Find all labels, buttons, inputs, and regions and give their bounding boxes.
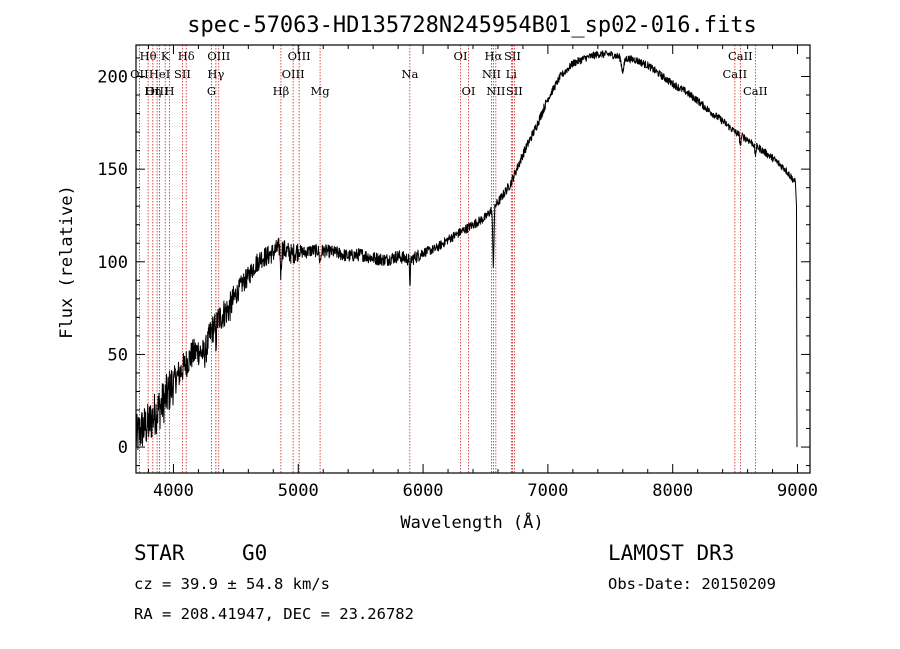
line-label: Hη: [144, 84, 161, 98]
y-axis-label: Flux (relative): [57, 185, 77, 339]
line-label: OIII: [282, 67, 305, 81]
line-label: CaII: [743, 84, 768, 98]
line-label: OIII: [207, 49, 230, 63]
line-label: G: [207, 84, 216, 98]
obs-date: Obs-Date: 20150209: [608, 575, 776, 593]
line-label: Mg: [311, 84, 331, 98]
x-tick-label: 9000: [777, 481, 818, 501]
line-label: Hα: [484, 49, 502, 63]
line-label: NII: [486, 84, 505, 98]
line-label: K: [161, 49, 170, 63]
x-axis-label: Wavelength (Å): [400, 511, 543, 533]
x-tick-label: 4000: [153, 481, 194, 501]
x-tick-label: 5000: [278, 481, 319, 501]
x-tick-label: 7000: [527, 481, 568, 501]
line-label: OIII: [146, 84, 169, 98]
x-tick-label: 6000: [403, 481, 444, 501]
line-label: SII: [504, 49, 521, 63]
object-class: STAR: [134, 541, 185, 565]
axis-ticks: [136, 45, 810, 473]
coordinates: RA = 208.41947, DEC = 23.26782: [134, 605, 414, 623]
line-label: CaII: [728, 49, 753, 63]
y-tick-label: 150: [97, 160, 128, 180]
line-label: CaII: [722, 67, 747, 81]
line-label: OI: [454, 49, 468, 63]
y-tick-label: 0: [118, 438, 128, 458]
line-label: NII: [482, 67, 501, 81]
line-label: OII: [130, 67, 149, 81]
line-labels: Hθ OII OIII K HeI Hη SII H Hδ OIII Hγ G Hβ OIII OIII Mg…: [130, 49, 768, 98]
y-tick-label: 200: [97, 67, 128, 87]
chart-title: spec-57063-HD135728N245954B01_sp02-016.f…: [187, 13, 757, 38]
line-markers: [138, 45, 756, 473]
line-label: HeI: [149, 67, 170, 81]
survey-name: LAMOST DR3: [608, 541, 734, 565]
line-label: Hδ: [178, 49, 195, 63]
spectrum-line: [135, 50, 798, 450]
line-label: H: [165, 84, 175, 98]
line-label: Hθ: [140, 49, 157, 63]
x-tick-label: 8000: [652, 481, 693, 501]
y-tick-label: 100: [97, 253, 128, 273]
object-subclass: G0: [242, 541, 267, 565]
tick-labels: 4000 5000 6000 7000 8000 9000 0 50 100 150 200: [97, 67, 818, 501]
line-label: Hγ: [207, 67, 224, 81]
redshift-cz: cz = 39.9 ± 54.8 km/s: [134, 575, 330, 593]
y-tick-label: 50: [108, 345, 128, 365]
line-label: Hβ: [273, 84, 290, 98]
line-label: Na: [401, 67, 418, 81]
line-label: SII: [506, 84, 523, 98]
line-label: OIII: [288, 49, 311, 63]
line-label: SII: [174, 67, 191, 81]
line-label: Li: [506, 67, 518, 81]
line-label: OI: [462, 84, 476, 98]
